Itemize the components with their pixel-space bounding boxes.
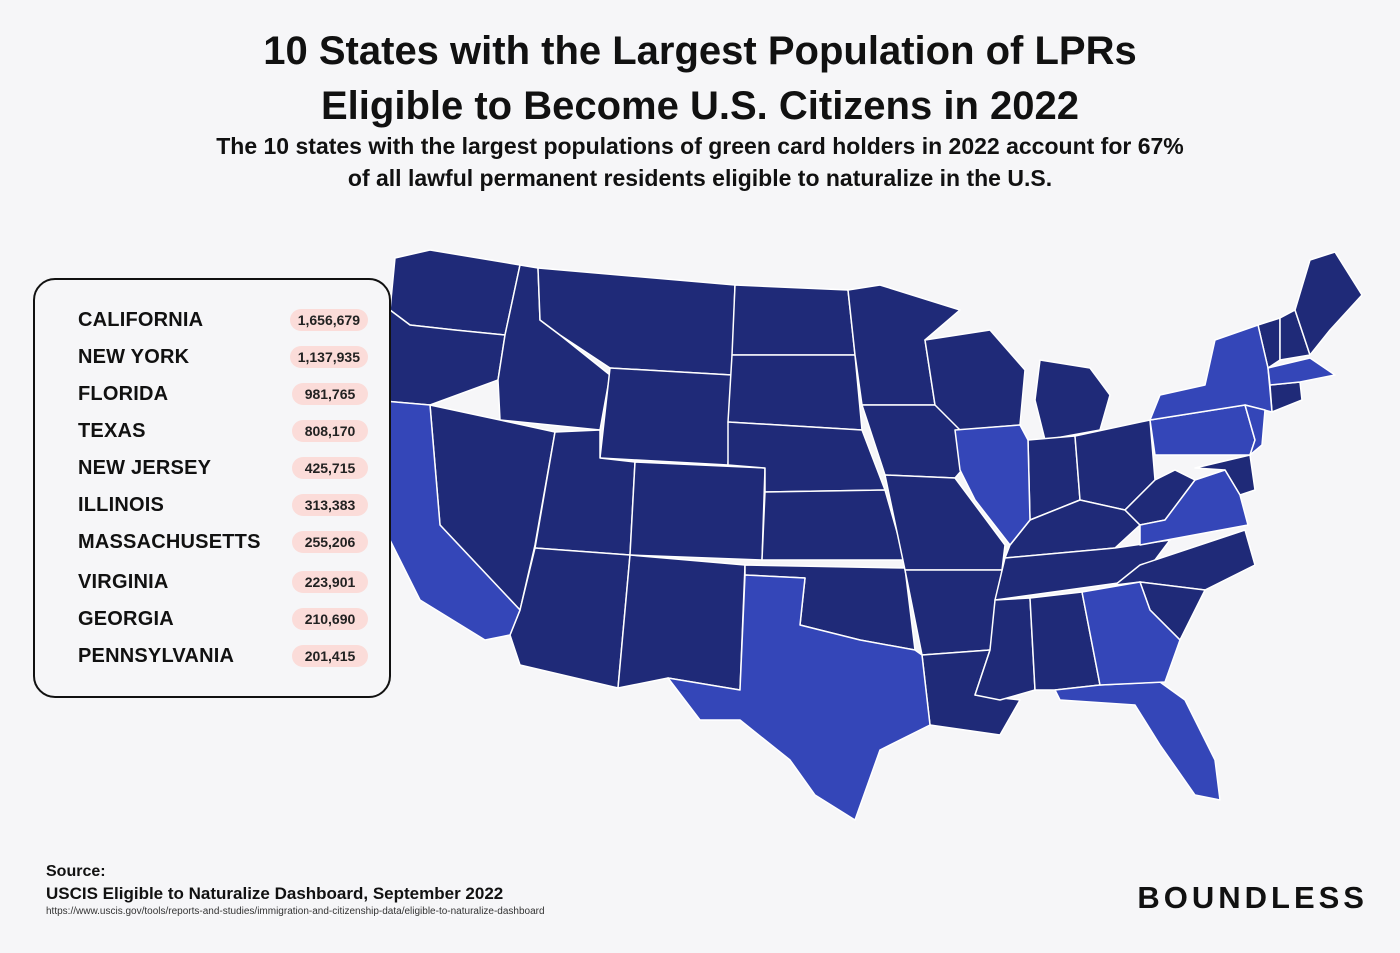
- legend-value: 1,137,935: [289, 346, 368, 368]
- legend-value: 201,415: [292, 645, 368, 667]
- legend-row: ILLINOIS 313,383: [78, 490, 368, 520]
- state-south-dakota: [727, 354, 863, 431]
- state-maryland-delaware: [1194, 454, 1256, 496]
- legend-state: PENNSYLVANIA: [78, 644, 235, 667]
- state-washington: [389, 249, 521, 336]
- subtitle-line-1: The 10 states with the largest populatio…: [216, 133, 1184, 159]
- state-georgia: [1081, 581, 1181, 686]
- page-title: 10 States with the Largest Population of…: [0, 24, 1400, 134]
- brand-logo: BOUNDLESS: [1137, 880, 1368, 915]
- state-maine: [1294, 251, 1363, 356]
- legend-state: CALIFORNIA: [78, 308, 204, 331]
- legend-value: 223,901: [292, 571, 368, 593]
- state-wyoming: [599, 367, 733, 466]
- state-north-dakota: [731, 284, 856, 356]
- state-connecticut: [1269, 381, 1303, 413]
- legend-row: FLORIDA 981,765: [78, 379, 368, 409]
- source-name: USCIS Eligible to Naturalize Dashboard, …: [46, 884, 504, 903]
- state-massachusetts: [1267, 357, 1336, 386]
- legend-state: NEW YORK: [78, 345, 190, 368]
- legend-state: ILLINOIS: [78, 493, 165, 516]
- subtitle: The 10 states with the largest populatio…: [0, 130, 1400, 194]
- state-new-jersey: [1244, 404, 1266, 456]
- legend-state: NEW JERSEY: [78, 456, 212, 479]
- legend-value: 210,690: [292, 608, 368, 630]
- legend-row: MASSACHUSETTS 255,206: [78, 527, 368, 557]
- state-missouri: [884, 474, 1006, 571]
- title-line-2: Eligible to Become U.S. Citizens in 2022: [321, 84, 1079, 128]
- state-kansas: [761, 489, 906, 561]
- legend-row: NEW YORK 1,137,935: [78, 342, 368, 372]
- source-url: https://www.uscis.gov/tools/reports-and-…: [46, 906, 545, 917]
- state-colorado: [629, 461, 766, 561]
- state-michigan: [1034, 359, 1111, 441]
- legend-row: GEORGIA 210,690: [78, 604, 368, 634]
- source-label: Source:: [46, 863, 106, 880]
- legend-state: TEXAS: [78, 419, 146, 442]
- state-texas: [667, 574, 931, 821]
- state-new-mexico: [617, 554, 746, 691]
- legend-row: NEW JERSEY 425,715: [78, 453, 368, 483]
- legend-row: TEXAS 808,170: [78, 416, 368, 446]
- legend-row: VIRGINIA 223,901: [78, 567, 368, 597]
- legend-value: 255,206: [292, 531, 368, 553]
- legend-value: 808,170: [292, 420, 368, 442]
- legend-box: CALIFORNIA 1,656,679 NEW YORK 1,137,935 …: [33, 278, 391, 698]
- legend-row: CALIFORNIA 1,656,679: [78, 305, 368, 335]
- source-block: Source: USCIS Eligible to Naturalize Das…: [46, 862, 545, 918]
- state-arkansas: [904, 569, 1003, 656]
- legend-state: FLORIDA: [78, 382, 169, 405]
- us-map: [369, 249, 1363, 821]
- legend-value: 313,383: [292, 494, 368, 516]
- legend-state: MASSACHUSETTS: [78, 530, 261, 553]
- legend-row: PENNSYLVANIA 201,415: [78, 641, 368, 671]
- subtitle-line-2: of all lawful permanent residents eligib…: [347, 165, 1053, 191]
- title-line-1: 10 States with the Largest Population of…: [263, 29, 1137, 73]
- state-illinois: [954, 424, 1031, 546]
- state-new-york: [1149, 324, 1273, 421]
- legend-value: 1,656,679: [289, 309, 368, 331]
- legend-value: 981,765: [292, 383, 368, 405]
- state-florida: [1054, 681, 1221, 801]
- legend-state: VIRGINIA: [78, 570, 169, 593]
- legend-value: 425,715: [292, 457, 368, 479]
- legend-state: GEORGIA: [78, 607, 174, 630]
- state-virginia: [1139, 469, 1249, 546]
